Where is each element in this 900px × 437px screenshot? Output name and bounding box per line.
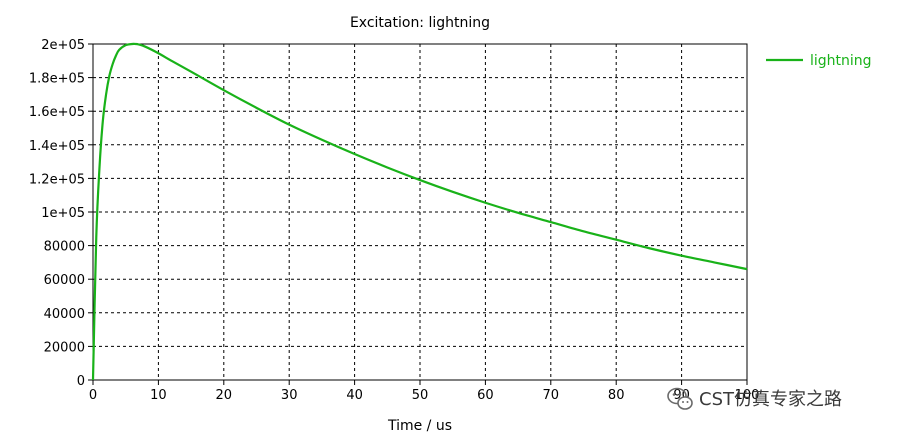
watermark: CST仿真专家之路 [667, 387, 842, 410]
x-tick-label: 40 [346, 388, 363, 403]
x-tick-label: 50 [412, 388, 429, 403]
watermark-text: CST仿真专家之路 [699, 389, 842, 410]
legend: lightning [766, 53, 872, 69]
y-tick-label: 1.6e+05 [29, 105, 85, 120]
y-tick-label: 1.2e+05 [29, 172, 85, 187]
y-tick-label: 40000 [44, 307, 85, 322]
x-tick-label: 0 [89, 388, 97, 403]
y-tick-label: 1.8e+05 [29, 72, 85, 87]
y-tick-label: 60000 [44, 273, 85, 288]
legend-label: lightning [810, 53, 872, 69]
wechat-icon [667, 387, 693, 410]
series-layer [91, 42, 748, 381]
x-axis-title: Time / us [387, 418, 452, 434]
x-tick-label: 80 [608, 388, 625, 403]
x-tick-label: 10 [150, 388, 167, 403]
y-tick-label: 20000 [44, 340, 85, 355]
y-tick-label: 0 [77, 374, 85, 389]
x-tick-label: 100 [735, 388, 760, 403]
x-tick-label: 70 [543, 388, 560, 403]
series-line-lightning [91, 42, 748, 381]
grid [93, 44, 747, 380]
x-tick-label: 30 [281, 388, 298, 403]
y-tick-label: 2e+05 [41, 38, 85, 53]
axis-ticks: 0 10 20 30 40 50 60 70 80 90 100020000400006000080… [29, 38, 760, 403]
y-tick-label: 1e+05 [41, 206, 85, 221]
x-tick-label: 60 [477, 388, 494, 403]
x-tick-label: 20 [216, 388, 233, 403]
y-tick-label: 1.4e+05 [29, 139, 85, 154]
y-tick-label: 80000 [44, 240, 85, 255]
chart-title: Excitation: lightning [350, 15, 490, 31]
